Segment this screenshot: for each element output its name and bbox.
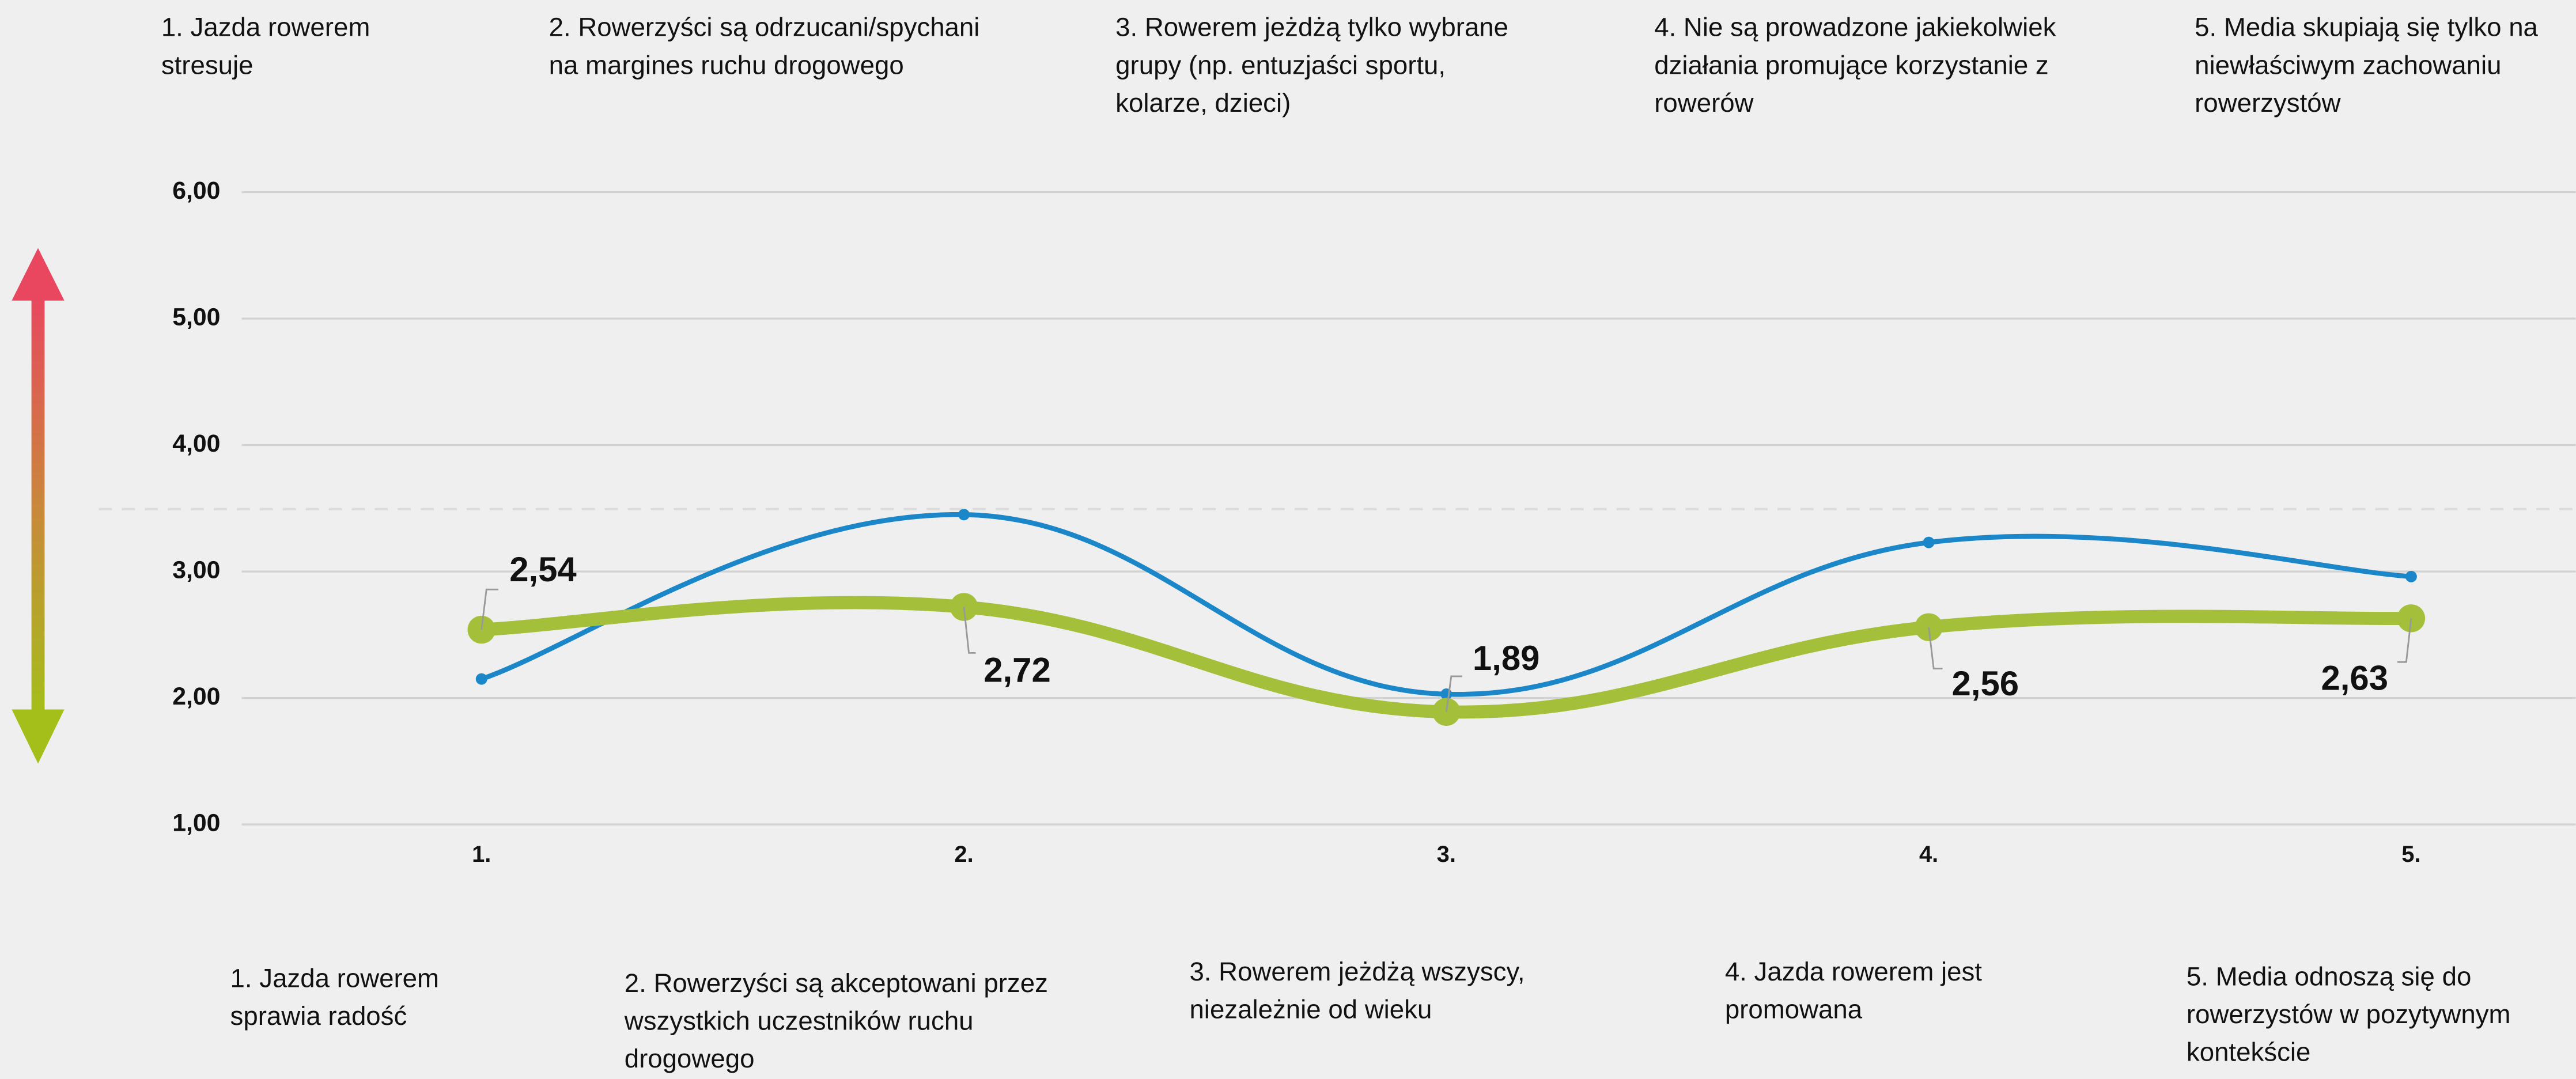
x-tick-label: 5. bbox=[2401, 842, 2420, 867]
annotation: 4. Nie są prowadzone jakiekolwiek bbox=[1654, 13, 2056, 42]
x-tick-label: 3. bbox=[1437, 842, 1456, 867]
annotation: 3. Rowerem jeżdżą tylko wybrane bbox=[1115, 13, 1508, 42]
x-tick-label: 2. bbox=[954, 842, 973, 867]
y-tick-label: 6,00 bbox=[172, 177, 220, 205]
annotation: 4. Jazda rowerem jest bbox=[1725, 957, 1982, 986]
data-label: 2,54 bbox=[509, 550, 577, 589]
data-label: 2,63 bbox=[2321, 658, 2388, 697]
annotation: rowerzystów bbox=[2195, 88, 2341, 118]
scale-arrow bbox=[12, 248, 65, 764]
y-tick-label: 4,00 bbox=[172, 430, 220, 457]
data-label: 2,56 bbox=[1952, 664, 2019, 703]
data-label: 2,72 bbox=[984, 650, 1051, 689]
leader-line bbox=[481, 588, 498, 630]
leader-line bbox=[963, 607, 976, 654]
leader-line bbox=[1445, 675, 1462, 712]
annotation: rowerzystów w pozytywnym bbox=[2187, 1000, 2511, 1029]
annotation: 1. Jazda rowerem bbox=[161, 13, 370, 42]
leader-line bbox=[1928, 627, 1943, 669]
point bbox=[1432, 698, 1461, 726]
annotation: niewłaściwym zachowaniu bbox=[2195, 50, 2501, 79]
annotation: 5. Media odnoszą się do bbox=[2187, 962, 2471, 991]
annotation: sprawia radość bbox=[230, 1001, 407, 1031]
annotation: 3. Rowerem jeżdżą wszyscy, bbox=[1189, 957, 1525, 986]
y-tick-label: 5,00 bbox=[172, 303, 220, 331]
point bbox=[1923, 536, 1935, 548]
annotation: niezależnie od wieku bbox=[1189, 995, 1432, 1024]
point bbox=[958, 509, 970, 521]
annotation: 2. Rowerzyści są akceptowani przez bbox=[625, 968, 1048, 998]
data-label: 1,89 bbox=[1473, 639, 1540, 677]
point bbox=[475, 673, 487, 685]
y-tick-label: 2,00 bbox=[172, 683, 220, 710]
annotation: grupy (np. entuzjaści sportu, bbox=[1115, 50, 1446, 79]
leader-line bbox=[2397, 618, 2412, 663]
annotation: działania promujące korzystanie z bbox=[1654, 50, 2048, 79]
annotation: wszystkich uczestników ruchu bbox=[624, 1006, 974, 1035]
x-tick-label: 4. bbox=[1919, 842, 1938, 867]
annotation: rowerów bbox=[1654, 88, 1754, 118]
y-tick-label: 1,00 bbox=[172, 809, 220, 836]
annotation: promowana bbox=[1725, 995, 1863, 1024]
annotation: 2. Rowerzyści są odrzucani/spychani bbox=[549, 13, 980, 42]
x-tick-label: 1. bbox=[472, 842, 491, 867]
y-tick-label: 3,00 bbox=[172, 556, 220, 584]
annotation: 1. Jazda rowerem bbox=[230, 963, 439, 993]
annotation: kolarze, dzieci) bbox=[1115, 88, 1291, 118]
annotation: 5. Media skupiają się tylko na bbox=[2195, 13, 2538, 42]
point bbox=[2405, 570, 2417, 582]
annotation: drogowego bbox=[625, 1044, 755, 1073]
annotation: stresuje bbox=[161, 50, 254, 79]
annotation: kontekście bbox=[2187, 1038, 2310, 1067]
annotation: na margines ruchu drogowego bbox=[549, 50, 904, 79]
point bbox=[467, 615, 495, 644]
